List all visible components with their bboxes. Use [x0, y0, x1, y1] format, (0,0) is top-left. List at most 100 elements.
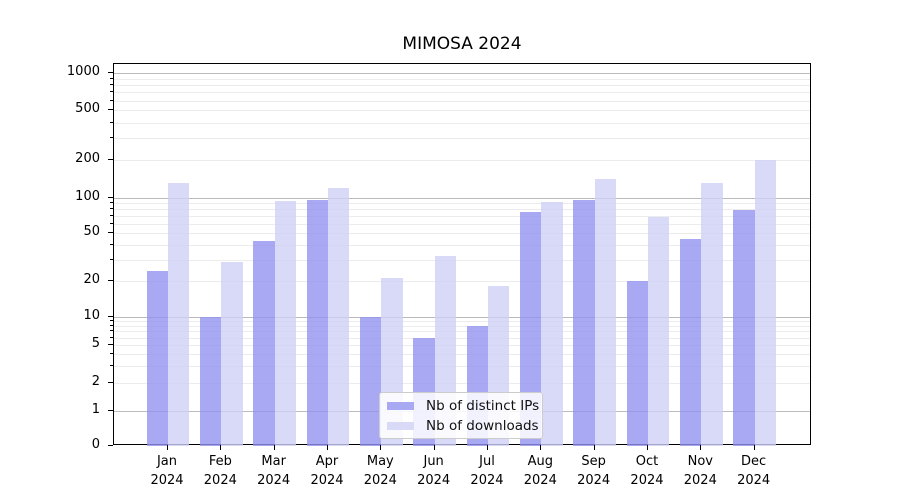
gridline-minor-60: [114, 223, 810, 225]
bar-ips-sep: [573, 199, 595, 446]
x-tick-apr: [326, 445, 328, 450]
x-tick-mar: [273, 445, 275, 450]
x-label-month: Nov: [687, 454, 713, 469]
y-tick-label-200: 200: [75, 151, 100, 167]
y-tick-0: [108, 445, 113, 446]
bar-ips-jan: [146, 271, 168, 446]
y-minor-tick-8: [110, 324, 113, 326]
x-tick-aug: [540, 445, 542, 450]
bar-ips-dec: [733, 210, 755, 446]
x-tick-label-mar: Mar 2024: [246, 453, 302, 491]
x-tick-label-jun: Jun 2024: [406, 453, 462, 491]
y-minor-tick-900: [110, 77, 113, 79]
legend-label-downloads: Nb of downloads: [426, 417, 539, 434]
x-label-month: Dec: [741, 454, 767, 469]
x-label-year: 2024: [630, 472, 664, 488]
x-label-year: 2024: [470, 472, 504, 488]
x-label-year: 2024: [683, 472, 717, 488]
y-minor-tick-9: [110, 320, 113, 321]
bar-ips-nov: [680, 238, 702, 446]
bar-downloads-jan: [168, 183, 190, 446]
bar-downloads-dec: [754, 160, 776, 446]
x-label-month: Apr: [315, 454, 339, 469]
y-tick-label-1: 1: [91, 402, 100, 417]
x-label-month: May: [366, 454, 394, 469]
legend-row-ips: Nb of distinct IPs: [387, 398, 539, 414]
legend-row-downloads: Nb of downloads: [387, 418, 539, 434]
gridline-minor-900: [114, 78, 810, 80]
x-tick-may: [380, 445, 382, 450]
y-minor-tick-600: [110, 99, 113, 101]
x-tick-label-jul: Jul 2024: [459, 453, 515, 491]
y-tick-label-1000: 1000: [66, 64, 100, 79]
gridline-minor-70: [114, 215, 810, 217]
bar-ips-oct: [626, 280, 648, 446]
gridline-minor-600: [114, 100, 810, 102]
gridline-minor-500: [114, 110, 810, 112]
gridline-minor-50: [114, 233, 810, 235]
y-minor-tick-7: [110, 330, 113, 332]
y-tick-200: [108, 159, 113, 161]
y-tick-2: [108, 381, 113, 383]
x-tick-label-may: May 2024: [352, 453, 408, 491]
x-tick-dec: [753, 445, 755, 450]
legend-swatch-downloads-icon: [387, 421, 414, 430]
x-tick-jul: [486, 445, 488, 450]
gridline-minor-3: [114, 366, 810, 367]
x-label-month: Mar: [261, 454, 286, 469]
x-tick-jan: [167, 445, 168, 450]
x-tick-label-jan: Jan 2024: [139, 453, 195, 491]
gridline-minor-400: [114, 122, 810, 124]
y-tick-label-50: 50: [83, 224, 100, 240]
bar-downloads-nov: [701, 183, 723, 446]
y-tick-label-500: 500: [75, 101, 100, 117]
bar-downloads-mar: [274, 200, 296, 446]
bar-downloads-aug: [541, 201, 563, 446]
x-label-month: Feb: [208, 454, 232, 469]
gridline-minor-300: [114, 138, 810, 140]
y-minor-tick-700: [110, 91, 113, 93]
y-minor-tick-3: [110, 365, 113, 366]
legend: Nb of distinct IPs Nb of downloads: [379, 392, 543, 439]
x-tick-label-dec: Dec 2024: [726, 453, 782, 491]
bar-ips-feb: [200, 316, 222, 446]
x-label-month: Jul: [479, 454, 495, 469]
gridline-minor-8: [114, 325, 810, 327]
bar-downloads-feb: [221, 261, 243, 446]
bar-downloads-sep: [594, 179, 616, 446]
y-minor-tick-80: [110, 208, 113, 210]
x-tick-oct: [646, 445, 648, 450]
y-tick-label-10: 10: [83, 307, 100, 323]
x-label-year: 2024: [203, 472, 237, 488]
x-tick-label-sep: Sep 2024: [566, 453, 622, 491]
gridline-minor-30: [114, 259, 810, 261]
bar-ips-aug: [520, 212, 542, 446]
y-tick-label-5: 5: [91, 336, 100, 352]
y-tick-500: [108, 109, 113, 111]
gridline-minor-200: [114, 160, 810, 162]
y-tick-5: [108, 344, 113, 346]
x-tick-label-nov: Nov 2024: [672, 453, 728, 491]
y-minor-tick-4: [110, 353, 113, 355]
gridline-minor-80: [114, 209, 810, 211]
x-tick-jun: [433, 445, 435, 450]
y-tick-10: [108, 315, 113, 317]
x-label-year: 2024: [150, 472, 184, 488]
gridline-minor-700: [114, 92, 810, 94]
x-label-year: 2024: [363, 472, 397, 488]
x-label-month: Sep: [581, 454, 606, 469]
gridline-minor-800: [114, 85, 810, 87]
x-label-month: Jan: [156, 454, 178, 469]
gridline-minor-4: [114, 354, 810, 356]
x-tick-label-oct: Oct 2024: [619, 453, 675, 491]
bar-downloads-apr: [327, 187, 350, 446]
bar-ips-apr: [306, 199, 328, 446]
y-tick-label-100: 100: [75, 188, 100, 204]
gridline-minor-5: [114, 345, 810, 347]
gridline-minor-90: [114, 202, 810, 204]
x-label-year: 2024: [257, 472, 291, 488]
bar-ips-may: [360, 316, 382, 446]
plot-area: [113, 63, 811, 446]
x-label-month: Aug: [527, 454, 553, 469]
legend-label-ips: Nb of distinct IPs: [426, 397, 540, 414]
